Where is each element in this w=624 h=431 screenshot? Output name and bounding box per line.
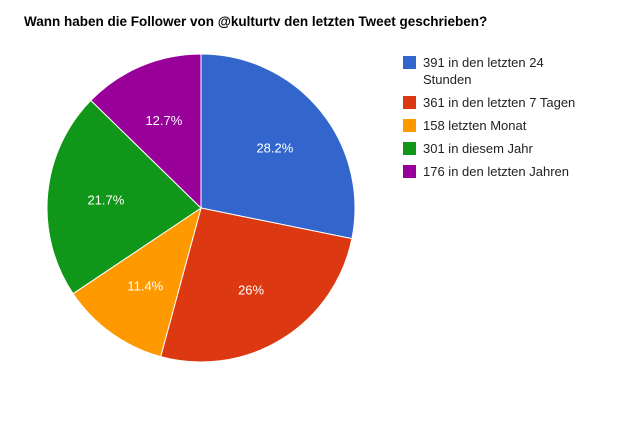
legend-label-1: 391 in den letzten 24 Stunden xyxy=(423,55,544,87)
pie-slice-3 xyxy=(72,206,202,358)
legend-swatch-2 xyxy=(403,96,416,109)
slice-label-5: 12.7% xyxy=(145,113,182,128)
legend-label-4: 301 in diesem Jahr xyxy=(423,141,534,156)
slice-labels: 28.2% 26% 11.4% 21.7% 12.7% xyxy=(87,113,293,297)
legend-swatch-3 xyxy=(403,119,416,132)
legend-label-5: 176 in den letzten Jahren xyxy=(423,164,569,179)
slice-label-3: 11.4% xyxy=(127,279,163,294)
legend: 391 in den letzten 24 Stunden 361 in den l… xyxy=(403,55,575,179)
chart-title: Wann haben die Follower von @kulturtv de… xyxy=(24,14,487,29)
pie-slices xyxy=(46,53,356,363)
pie-slice-1 xyxy=(200,53,356,240)
slice-label-2: 26% xyxy=(238,282,264,297)
legend-label-3: 158 letzten Monat xyxy=(423,118,527,133)
slice-label-1: 28.2% xyxy=(256,141,293,156)
pie-slice-4 xyxy=(46,99,202,295)
legend-swatch-1 xyxy=(403,56,416,69)
legend-label-2: 361 in den letzten 7 Tagen xyxy=(423,95,575,110)
slice-label-4: 21.7% xyxy=(87,192,124,207)
pie-slice-2 xyxy=(160,207,353,363)
pie-slice-5 xyxy=(90,53,202,210)
legend-swatch-4 xyxy=(403,142,416,155)
legend-swatch-5 xyxy=(403,165,416,178)
